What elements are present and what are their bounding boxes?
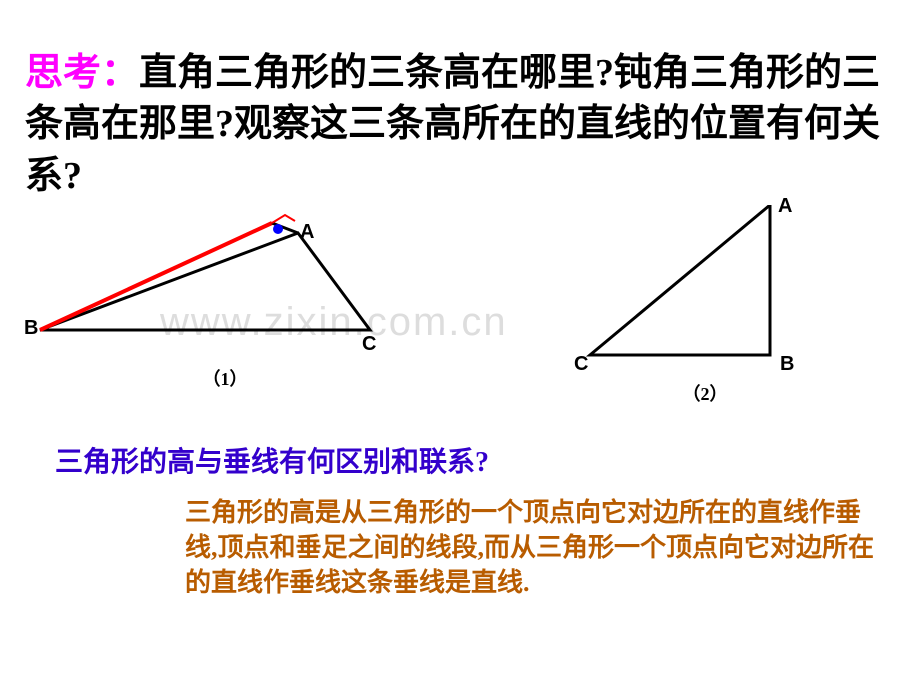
right-angle-mark xyxy=(272,215,295,223)
answer-text: 三角形的高是从三角形的一个顶点向它对边所在的直线作垂线,顶点和垂足之间的线段,而… xyxy=(185,495,885,600)
triangle-1 xyxy=(40,233,370,330)
sub-question: 三角形的高与垂线有何区别和联系? xyxy=(55,440,489,480)
main-body: 直角三角形的三条高在哪里?钝角三角形的三条高在那里?观察这三条高所在的直线的位置… xyxy=(25,52,880,197)
main-question: 思考：直角三角形的三条高在哪里?钝角三角形的三条高在那里?观察这三条高所在的直线… xyxy=(25,48,895,202)
diagrams: A B C （1） A B C （2） xyxy=(0,205,920,415)
think-label: 思考： xyxy=(25,52,139,94)
triangle-2 xyxy=(590,205,770,355)
altitude-foot-marker xyxy=(273,224,283,234)
geometry-svg xyxy=(0,205,920,425)
altitude-line xyxy=(40,223,272,330)
